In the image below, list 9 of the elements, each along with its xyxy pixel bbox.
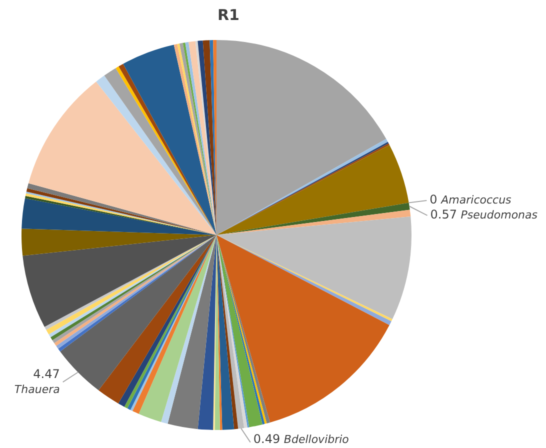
data-label: 0.57 — [430, 208, 457, 222]
slice-label: Pseudomonas — [460, 208, 538, 222]
data-label: 4.47 — [33, 367, 60, 382]
chart-title: R1 — [218, 6, 240, 24]
slice-label: Bdellovibrio — [284, 432, 350, 446]
text: 0 — [430, 192, 438, 207]
slice-label: Thauera — [14, 382, 60, 396]
legend-label: Amaricoccus — [440, 193, 512, 206]
data-label: 0.49 — [253, 432, 280, 446]
